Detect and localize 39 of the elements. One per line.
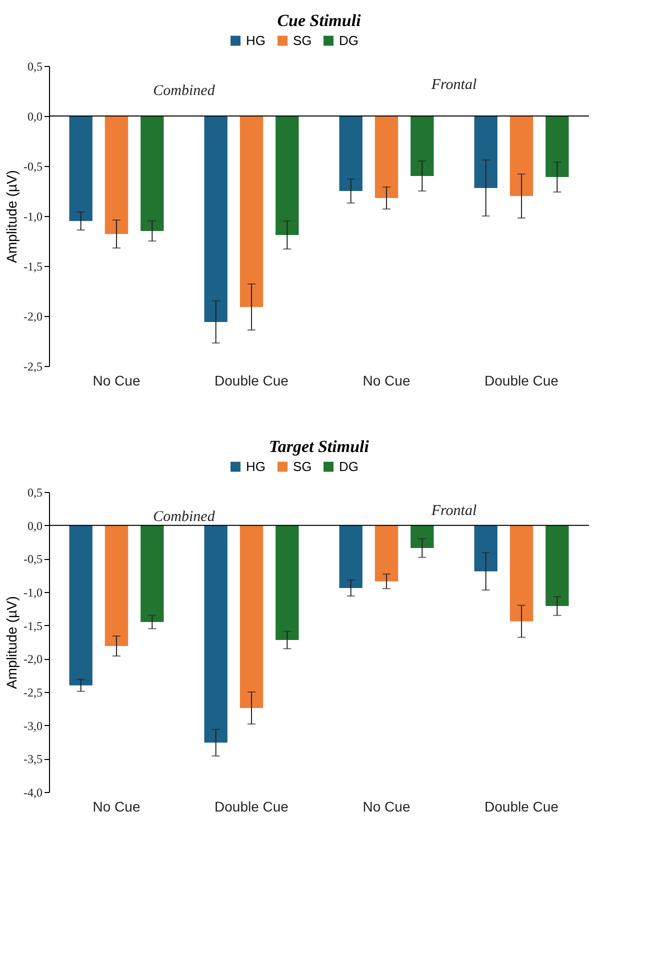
annotation: Combined — [153, 509, 216, 525]
x-tick-label: Double Cue — [484, 798, 559, 814]
y-tick-label: 0,5 — [28, 486, 42, 500]
annotation: Frontal — [430, 503, 477, 519]
x-tick-label: No Cue — [92, 372, 140, 388]
y-axis-title: Amplitude (µV) — [4, 596, 20, 689]
chart-title: Target Stimuli — [269, 437, 370, 456]
legend-label: SG — [293, 32, 312, 48]
y-tick-label: 0,5 — [28, 60, 42, 74]
legend-label: DG — [339, 458, 358, 474]
x-tick-label: Double Cue — [214, 798, 289, 814]
y-tick-label: -2,5 — [24, 360, 42, 374]
x-tick-label: Double Cue — [484, 372, 559, 388]
legend-label: HG — [246, 32, 266, 48]
y-tick-label: -3,5 — [24, 752, 42, 766]
legend-label: DG — [339, 32, 358, 48]
legend-label: HG — [246, 458, 266, 474]
y-tick-label: -1,5 — [24, 260, 42, 274]
y-tick-label: 0,0 — [28, 110, 42, 124]
y-tick-label: -2,5 — [24, 686, 42, 700]
x-tick-label: No Cue — [92, 798, 140, 814]
y-tick-label: -0,5 — [24, 552, 42, 566]
y-tick-label: -2,0 — [24, 310, 42, 324]
annotation: Frontal — [430, 77, 477, 93]
y-tick-label: -1,0 — [24, 586, 42, 600]
y-tick-label: -0,5 — [24, 160, 42, 174]
x-tick-label: Double Cue — [214, 372, 289, 388]
y-tick-label: -1,0 — [24, 210, 42, 224]
y-tick-label: -2,0 — [24, 652, 42, 666]
y-tick-label: -1,5 — [24, 618, 42, 633]
y-tick-label: -4,0 — [24, 786, 42, 800]
legend-label: SG — [293, 458, 312, 474]
chart-title: Cue Stimuli — [277, 11, 362, 30]
y-tick-label: 0,0 — [28, 518, 42, 533]
x-tick-label: No Cue — [362, 372, 410, 388]
y-axis-title: Amplitude (µV) — [4, 170, 20, 263]
x-tick-label: No Cue — [362, 798, 410, 814]
y-tick-label: -3,0 — [24, 718, 42, 733]
annotation: Combined — [153, 83, 216, 99]
